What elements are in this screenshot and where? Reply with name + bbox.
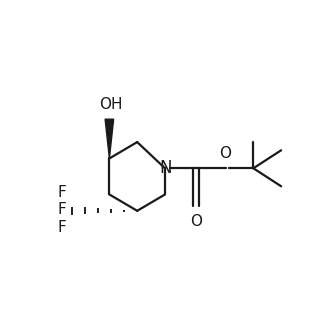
Text: O: O [219, 146, 232, 161]
Text: OH: OH [99, 97, 123, 112]
Text: F: F [57, 202, 66, 217]
Text: N: N [159, 159, 172, 177]
Text: F: F [57, 220, 66, 235]
Text: F: F [57, 185, 66, 200]
Polygon shape [105, 119, 114, 158]
Text: O: O [190, 214, 202, 229]
